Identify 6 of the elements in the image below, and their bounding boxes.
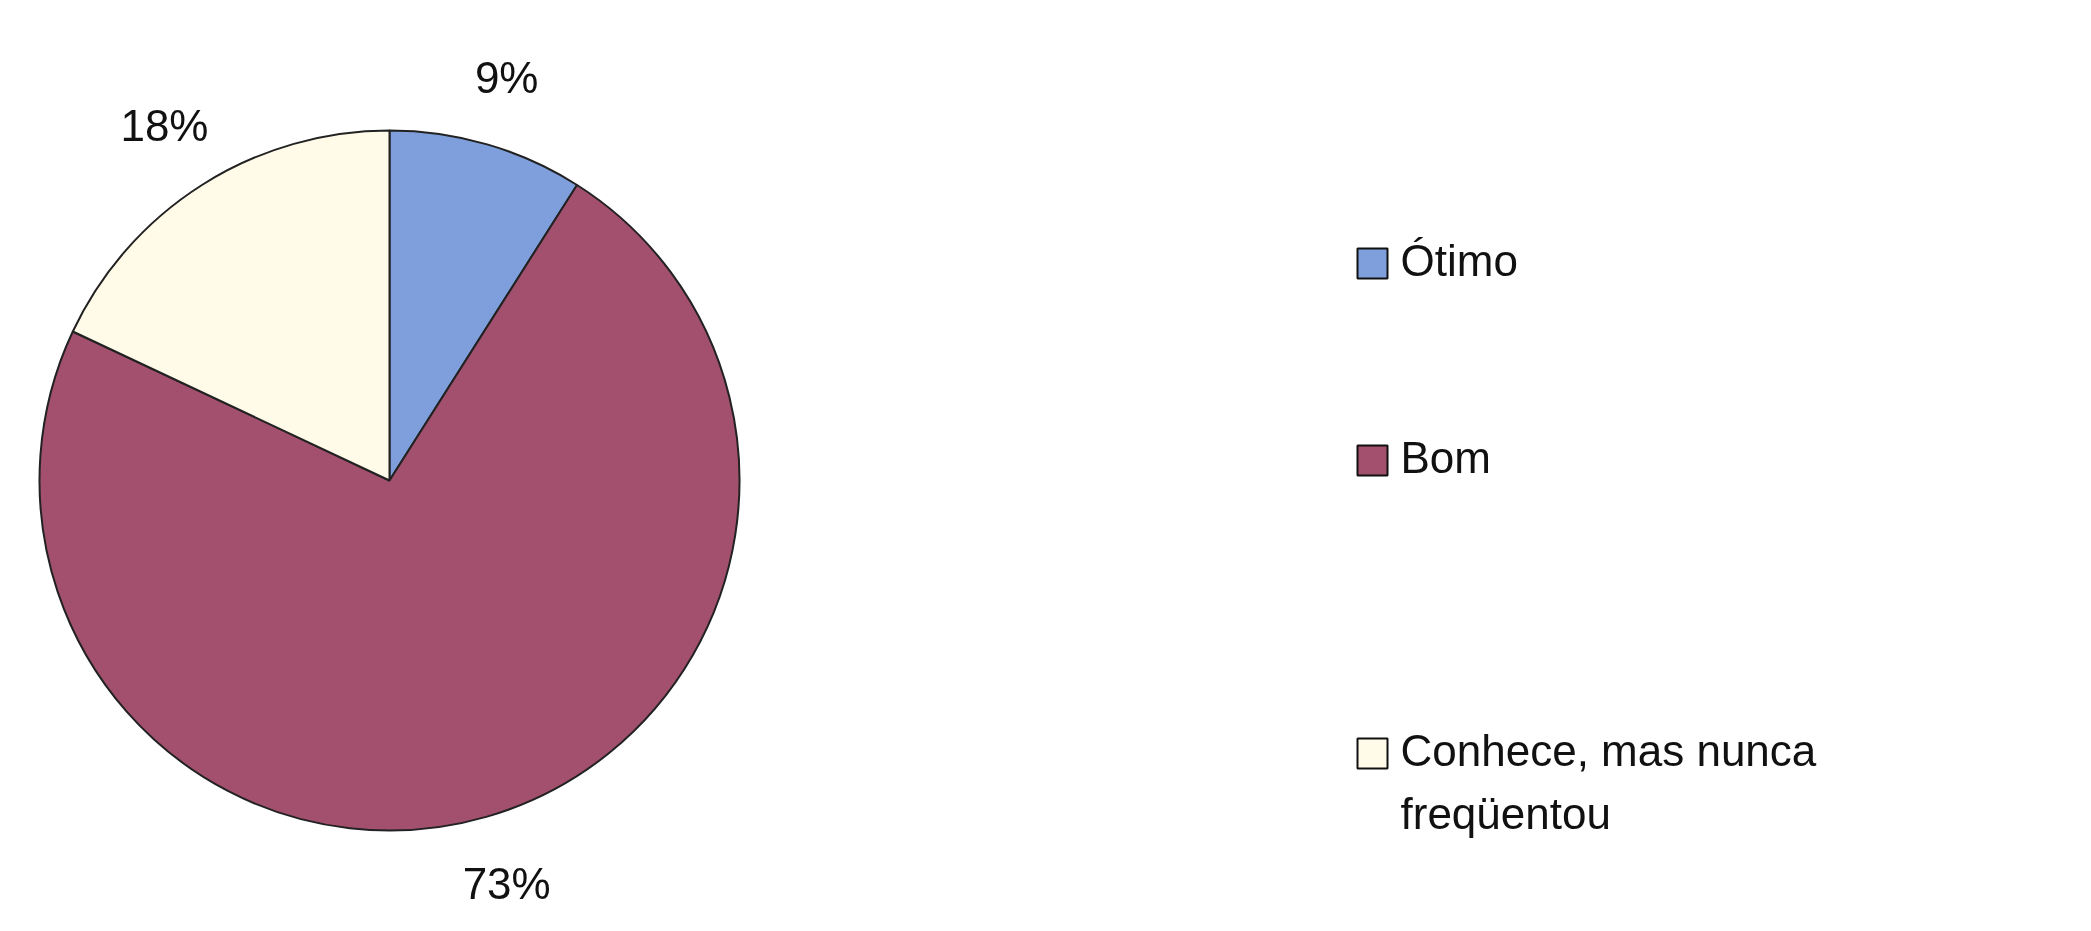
- legend-label: Conhece, mas nunca freqüentou: [1400, 725, 1817, 839]
- legend-label: Bom: [1400, 432, 1491, 482]
- data-label: 73%: [462, 859, 551, 909]
- data-label: 9%: [474, 52, 539, 102]
- legend-label: Ótimo: [1400, 235, 1518, 285]
- data-label: 18%: [120, 101, 209, 151]
